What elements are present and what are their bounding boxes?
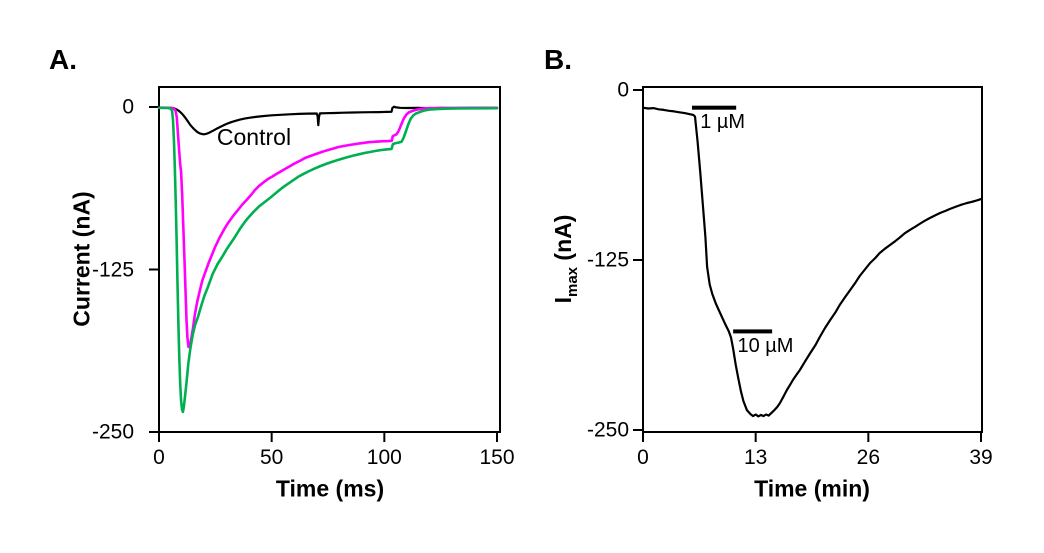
panel-b-label: B. — [544, 44, 572, 75]
plot-frame-b — [642, 86, 983, 433]
panel-a-label: A. — [49, 44, 77, 75]
x-tick-label: 13 — [743, 446, 768, 469]
imax-units: (nA) — [550, 214, 577, 267]
y-tick-label: -250 — [586, 418, 629, 442]
y-tick-label: 0 — [617, 78, 629, 102]
panel-a-x-axis-title: Time (ms) — [275, 475, 385, 502]
panel-b-x-axis-title: Time (min) — [754, 475, 870, 502]
y-tick-label: 0 — [122, 95, 134, 119]
imax-subscript: max — [563, 266, 581, 298]
y-tick-label: -125 — [91, 258, 134, 281]
y-tick-label: -250 — [91, 420, 134, 444]
y-tick-label: -125 — [586, 248, 629, 272]
imax-trace — [641, 106, 983, 418]
x-tick-label: 100 — [366, 446, 402, 469]
annotation-1um: 1 µM — [700, 111, 746, 134]
application-bar — [733, 329, 773, 334]
x-tick-label: 39 — [969, 446, 993, 469]
x-tick-label: 50 — [259, 446, 284, 469]
x-tick-label: 0 — [153, 446, 165, 469]
magenta-trace — [157, 106, 499, 349]
annotation-control: Control — [216, 123, 292, 150]
x-tick-label: 0 — [637, 446, 649, 469]
imax-symbol: I — [550, 297, 577, 304]
application-bar — [691, 105, 737, 110]
plot-frame-a — [158, 86, 501, 433]
x-tick-label: 150 — [479, 446, 515, 469]
panel-b-y-axis-title: Imax (nA) — [550, 214, 581, 304]
panel-a-y-axis-title: Current (nA) — [68, 191, 95, 327]
x-tick-label: 26 — [856, 446, 881, 469]
control-trace — [157, 105, 499, 136]
green-trace — [157, 106, 499, 414]
annotation-10um: 10 µM — [737, 335, 794, 358]
